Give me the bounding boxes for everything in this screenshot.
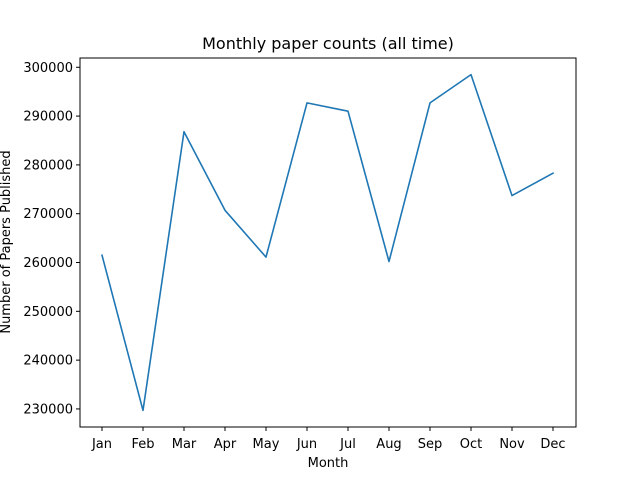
- x-axis: Jan Feb Mar Apr May Jun Jul Aug Sep Oct Nov Dec: [91, 427, 566, 452]
- y-tick-label: 230000: [23, 402, 73, 417]
- x-tick-label: May: [253, 437, 280, 452]
- y-tick-label: 250000: [23, 305, 73, 320]
- x-tick-label: Nov: [499, 437, 525, 452]
- y-tick-label: 260000: [23, 256, 73, 271]
- x-tick-label: Mar: [172, 437, 197, 452]
- y-tick-label: 280000: [23, 158, 73, 173]
- x-tick-label: Jan: [91, 437, 112, 452]
- x-tick-label: Feb: [131, 437, 154, 452]
- y-tick-label: 270000: [23, 207, 73, 222]
- x-axis-label: Month: [308, 456, 349, 471]
- x-tick-label: Dec: [540, 437, 565, 452]
- x-tick-label: Jun: [296, 437, 317, 452]
- series-layer: [101, 73, 555, 412]
- y-axis-label: Number of Papers Published: [0, 150, 14, 333]
- y-axis: 230000 240000 250000 260000 270000 280000 2900…: [23, 61, 80, 417]
- x-tick-label: Aug: [376, 437, 401, 452]
- plot-frame: [79, 57, 577, 428]
- x-tick-label: Sep: [418, 437, 443, 452]
- y-tick-label: 290000: [23, 110, 73, 125]
- x-tick-label: Jul: [339, 437, 356, 452]
- x-tick-label: Oct: [460, 437, 482, 452]
- chart-title: Monthly paper counts (all time): [202, 34, 454, 53]
- y-tick-label: 240000: [23, 354, 73, 369]
- y-tick-label: 300000: [23, 61, 73, 76]
- series-line: [101, 73, 555, 412]
- x-tick-label: Apr: [214, 437, 237, 452]
